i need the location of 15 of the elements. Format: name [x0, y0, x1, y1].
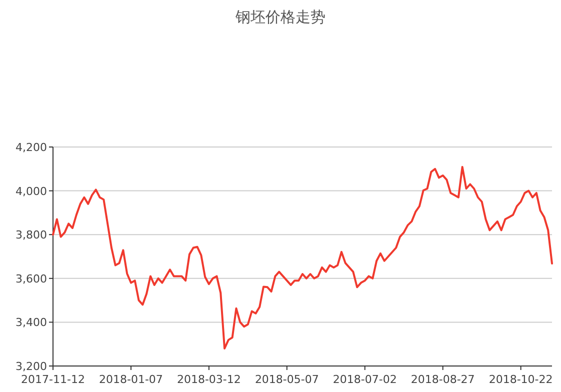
y-tick-label: 3,400 — [16, 316, 47, 330]
y-tick-label: 4,000 — [16, 184, 47, 198]
y-tick-label: 3,200 — [16, 360, 47, 373]
x-tick-label: 2018-07-02 — [332, 373, 397, 386]
line-series — [52, 166, 553, 350]
x-tick-label: 2018-05-07 — [254, 373, 319, 386]
x-tick-label: 2018-10-22 — [488, 373, 553, 386]
y-tick-label: 3,600 — [16, 272, 47, 286]
x-tick-label: 2018-03-12 — [176, 373, 241, 386]
x-tick-label: 2017-11-12 — [21, 373, 85, 386]
x-tick-label: 2018-01-07 — [99, 373, 163, 386]
chart-title: 钢坯价格走势 — [234, 8, 326, 26]
y-tick-label: 3,800 — [16, 228, 47, 242]
x-tick-label: 2018-08-27 — [410, 373, 475, 386]
y-tick-label: 4,200 — [16, 141, 47, 154]
